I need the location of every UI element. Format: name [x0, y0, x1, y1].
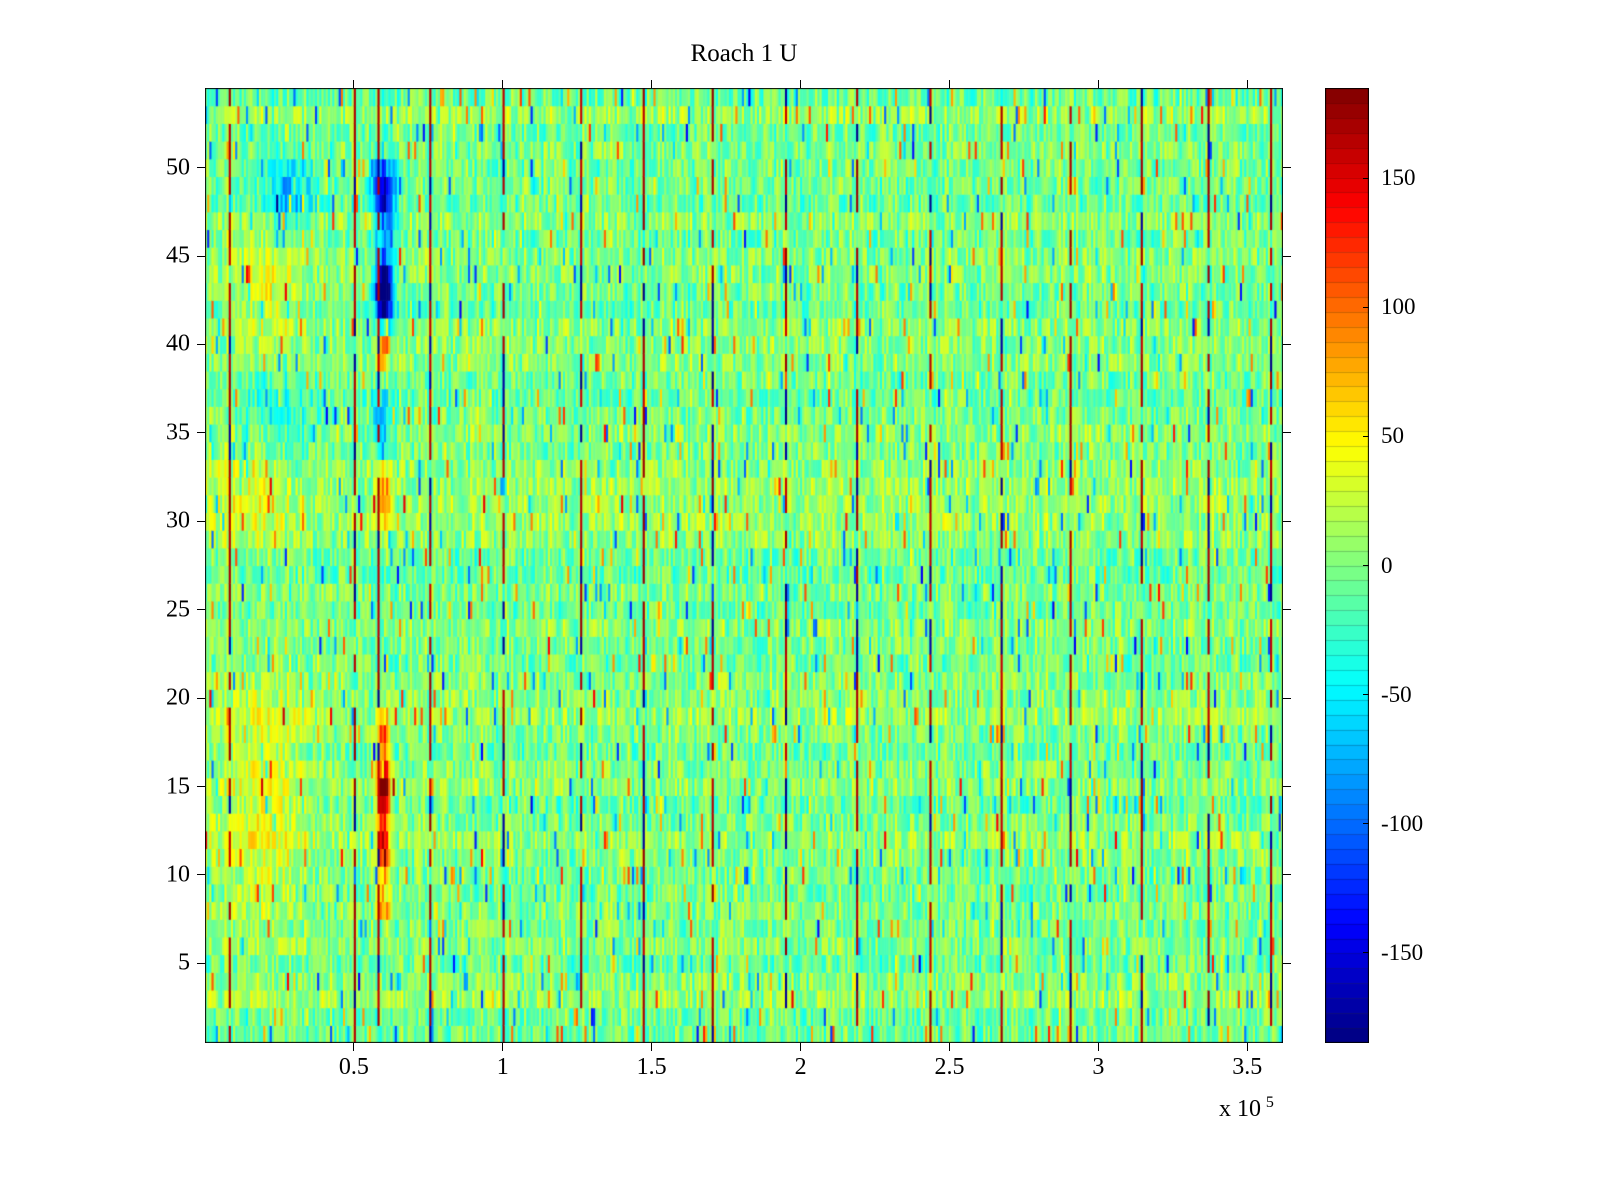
- y-tick-mark: [197, 609, 205, 611]
- y-tick-mark: [197, 962, 205, 964]
- colorbar-tick-mark: [1363, 306, 1369, 308]
- x-tick-mark-top: [948, 80, 950, 88]
- x-tick-label: 3: [1092, 1054, 1105, 1080]
- x-tick-mark-top: [502, 80, 504, 88]
- y-tick-mark-right: [1283, 343, 1291, 345]
- colorbar-tick-mark: [1363, 952, 1369, 954]
- colorbar-tick-mark: [1363, 565, 1369, 566]
- colorbar-tick-label: -100: [1381, 810, 1424, 836]
- x-tick-mark: [502, 1043, 504, 1051]
- colorbar-tick-mark: [1363, 823, 1369, 825]
- y-tick-mark: [197, 697, 205, 699]
- x-tick-mark: [948, 1043, 950, 1051]
- x-tick-label: 1.5: [636, 1054, 667, 1080]
- colorbar-tick-label: 0: [1381, 552, 1393, 578]
- x-tick-mark-top: [800, 80, 802, 88]
- y-tick-mark-right: [1283, 697, 1291, 699]
- x-tick-mark-top: [651, 80, 653, 88]
- x-exp-prefix: x 10: [1219, 1096, 1261, 1122]
- y-tick-mark: [197, 874, 205, 876]
- x-tick-mark: [1246, 1043, 1248, 1051]
- y-tick-label: 40: [166, 330, 190, 357]
- x-tick-mark: [1097, 1043, 1099, 1051]
- colorbar-tick-mark: [1363, 435, 1369, 437]
- colorbar-tick-label: 100: [1381, 294, 1416, 320]
- colorbar-tick-label: 150: [1381, 165, 1416, 191]
- y-tick-label: 15: [166, 773, 190, 800]
- heatmap-canvas: [205, 88, 1283, 1043]
- y-tick-mark: [197, 255, 205, 257]
- x-tick-mark-top: [353, 80, 355, 88]
- colorbar-tick-mark: [1363, 177, 1369, 179]
- y-tick-mark: [197, 432, 205, 434]
- y-tick-mark-right: [1283, 609, 1291, 611]
- x-tick-mark: [353, 1043, 355, 1051]
- colorbar-tick-label: -150: [1381, 939, 1424, 965]
- x-tick-label: 2.5: [934, 1054, 965, 1080]
- y-tick-label: 45: [166, 242, 190, 269]
- y-tick-label: 25: [166, 596, 190, 623]
- y-tick-label: 5: [178, 949, 190, 976]
- x-tick-label: 1: [496, 1054, 509, 1080]
- x-tick-mark-top: [1246, 80, 1248, 88]
- colorbar-tick-label: -50: [1381, 681, 1412, 707]
- y-tick-mark-right: [1283, 520, 1291, 522]
- x-tick-label: 2: [794, 1054, 807, 1080]
- y-tick-mark-right: [1283, 432, 1291, 434]
- y-tick-mark-right: [1283, 255, 1291, 257]
- x-tick-label: 0.5: [338, 1054, 369, 1080]
- x-axis-exponent-label: x 10 5: [1219, 1094, 1274, 1123]
- colorbar-tick-mark: [1363, 694, 1369, 696]
- y-tick-mark: [197, 343, 205, 345]
- y-tick-label: 35: [166, 419, 190, 446]
- y-tick-label: 20: [166, 684, 190, 711]
- x-tick-mark-top: [1097, 80, 1099, 88]
- chart-title: Roach 1 U: [690, 40, 798, 67]
- colorbar-tick-label: 50: [1381, 423, 1404, 449]
- y-tick-mark: [197, 786, 205, 788]
- y-tick-label: 10: [166, 861, 190, 888]
- y-tick-label: 50: [166, 154, 190, 181]
- y-tick-mark-right: [1283, 874, 1291, 876]
- colorbar-canvas: [1325, 88, 1369, 1043]
- x-tick-mark: [800, 1043, 802, 1051]
- x-tick-mark: [651, 1043, 653, 1051]
- x-exp-value: 5: [1265, 1094, 1274, 1111]
- y-tick-mark: [197, 167, 205, 169]
- y-tick-mark-right: [1283, 167, 1291, 169]
- y-tick-mark: [197, 520, 205, 522]
- y-tick-label: 30: [166, 507, 190, 534]
- x-tick-label: 3.5: [1232, 1054, 1263, 1080]
- y-tick-mark-right: [1283, 962, 1291, 964]
- y-tick-mark-right: [1283, 786, 1291, 788]
